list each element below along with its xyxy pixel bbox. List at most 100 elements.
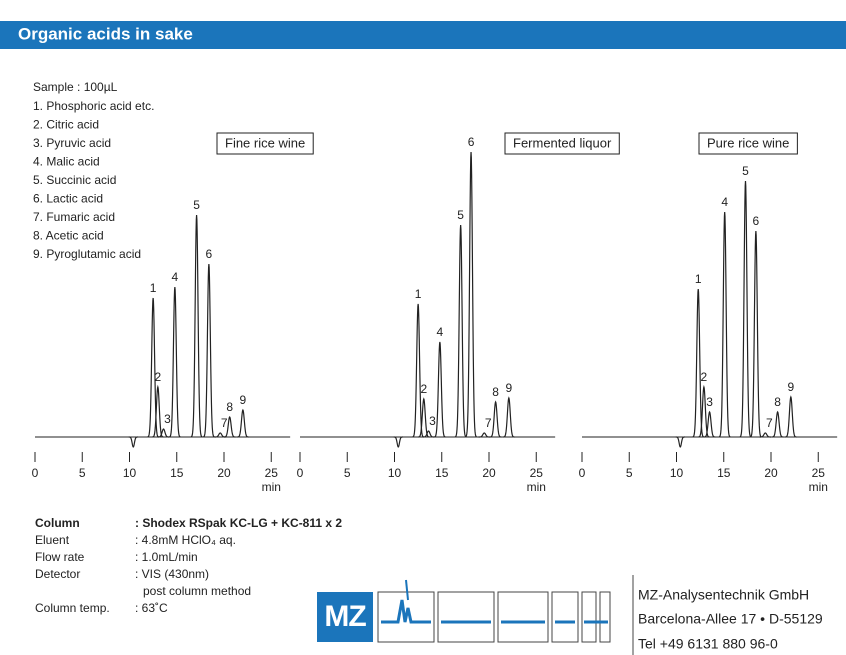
peak-label: 5: [742, 164, 749, 178]
peak-label: 7: [221, 416, 228, 430]
x-tick-label: 5: [626, 466, 633, 480]
logo-box: [599, 591, 611, 643]
x-tick-label: 0: [297, 466, 304, 480]
condition-value: : VIS (430nm): [135, 567, 209, 581]
chart-title: Fermented liquor: [513, 135, 612, 150]
peak: [454, 224, 467, 438]
peak: [785, 395, 797, 438]
logo-box: [551, 591, 579, 643]
sample-item: 7. Fumaric acid: [33, 210, 115, 224]
peak: [465, 151, 477, 438]
peak: [718, 211, 731, 438]
company: MZ-Analysentechnik GmbH: [638, 587, 809, 603]
peak: [147, 297, 159, 438]
sample-item: 5. Succinic acid: [33, 173, 116, 187]
x-tick-label: 10: [670, 466, 684, 480]
peak-label: 6: [468, 135, 475, 149]
condition-label: Flow rate: [35, 550, 85, 564]
x-tick-label: 25: [812, 466, 826, 480]
x-axis-label: min: [809, 480, 828, 494]
logo-peak: [381, 599, 431, 624]
peak: [703, 410, 716, 438]
condition-value: : Shodex RSpak KC-LG + KC-811 x 2: [135, 516, 342, 530]
x-tick-label: 5: [79, 466, 86, 480]
x-tick-label: 25: [265, 466, 279, 480]
peak-label: 5: [457, 208, 464, 222]
peak: [157, 428, 170, 438]
sample-item: 6. Lactic acid: [33, 192, 103, 206]
peak-label: 3: [429, 414, 436, 428]
condition-label: Eluent: [35, 533, 70, 547]
sample-item: 3. Pyruvic acid: [33, 136, 111, 150]
sample-item: 4. Malic acid: [33, 155, 100, 169]
x-tick-label: 20: [217, 466, 231, 480]
peak-label: 4: [437, 325, 444, 339]
peak: [434, 341, 446, 438]
peak: [489, 400, 502, 438]
peak-label: 2: [701, 370, 708, 384]
peak: [418, 397, 430, 438]
peak-label: 8: [492, 385, 499, 399]
x-axis-label: min: [527, 480, 546, 494]
condition-value: : 4.8mM HClO₄ aq.: [135, 533, 236, 547]
peak: [692, 288, 705, 438]
x-tick-label: 25: [530, 466, 544, 480]
peak: [759, 432, 771, 438]
peak: [412, 303, 424, 438]
x-tick-label: 10: [123, 466, 137, 480]
peak-label: 2: [420, 382, 427, 396]
logo-text: MZ: [324, 600, 366, 633]
peak-label: 1: [415, 287, 422, 301]
peak-label: 3: [706, 395, 713, 409]
peak-label: 3: [164, 412, 171, 426]
peak: [739, 180, 752, 438]
title-box: [698, 132, 798, 155]
peak-label: 9: [506, 381, 513, 395]
sample-item: 8. Acetic acid: [33, 229, 104, 243]
x-axis-label: min: [262, 480, 281, 494]
conditions: Column : Shodex RSpak KC-LG + KC-811 x 2 E…: [35, 516, 342, 615]
address: Barcelona-Allee 17 • D-55129: [638, 611, 823, 627]
peak-label: 8: [774, 395, 781, 409]
logo-box: [317, 592, 373, 642]
x-tick-label: 10: [388, 466, 402, 480]
peak: [393, 436, 403, 448]
peak: [503, 396, 515, 438]
condition-note: post column method: [143, 584, 251, 598]
peak: [128, 436, 138, 448]
condition-label: Column: [35, 516, 80, 530]
peak-label: 4: [721, 195, 728, 209]
peak: [750, 230, 762, 438]
peak: [224, 415, 236, 438]
peak-label: 2: [155, 370, 162, 384]
condition-label: Detector: [35, 567, 80, 581]
peak-label: 4: [172, 270, 179, 284]
x-tick-label: 15: [717, 466, 731, 480]
x-tick-label: 15: [435, 466, 449, 480]
peak: [422, 430, 435, 438]
logo-peak: [405, 579, 409, 601]
x-tick-label: 15: [170, 466, 184, 480]
logo-box: [581, 591, 597, 643]
x-tick-label: 0: [32, 466, 39, 480]
sample-list: Sample : 100µL 1. Phosphoric acid etc. 2.…: [33, 80, 154, 261]
peak-label: 8: [226, 400, 233, 414]
peak-label: 6: [753, 214, 760, 228]
sample-item: 9. Pyroglutamic acid: [33, 247, 141, 261]
peak-label: 1: [150, 281, 157, 295]
header-bar: [0, 21, 846, 49]
x-tick-label: 20: [764, 466, 778, 480]
peak: [152, 384, 164, 438]
logo: MZ: [317, 579, 611, 643]
peak: [169, 286, 181, 438]
logo-box: [497, 591, 549, 643]
sample-item: 2. Citric acid: [33, 118, 99, 132]
sample-item: 1. Phosphoric acid etc.: [33, 99, 154, 113]
peak: [190, 214, 203, 438]
peak: [237, 408, 249, 438]
logo-box: [437, 591, 495, 643]
peak: [675, 436, 685, 448]
condition-value: : 1.0mL/min: [135, 550, 198, 564]
peak-label: 6: [206, 247, 213, 261]
